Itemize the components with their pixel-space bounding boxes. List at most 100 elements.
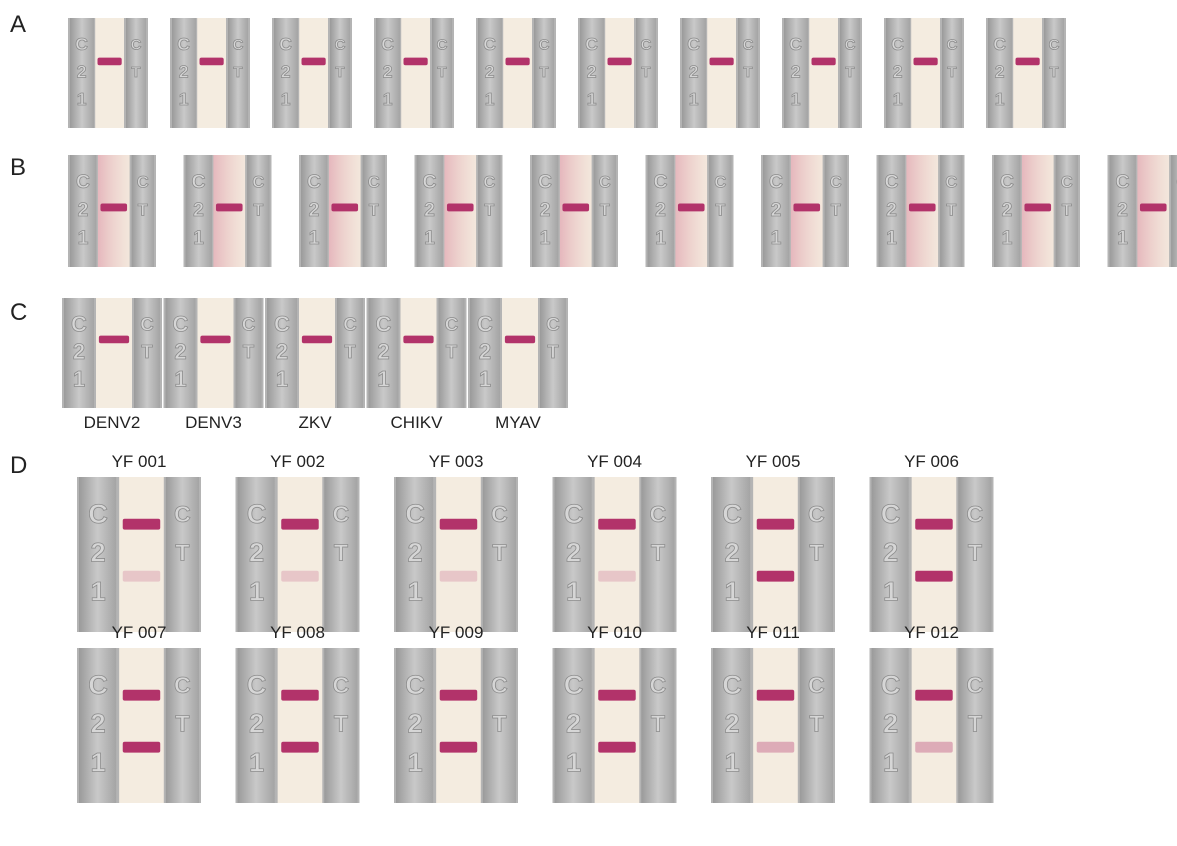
embossed-mark: 1: [77, 89, 87, 109]
right-rail: [709, 155, 732, 267]
right-rail: [324, 648, 358, 803]
embossed-mark: C: [845, 36, 856, 53]
right-rail: [478, 155, 501, 267]
embossed-mark: C: [76, 171, 90, 193]
embossed-mark: C: [247, 498, 267, 529]
left-rail: [396, 477, 434, 632]
membrane: [119, 477, 164, 632]
embossed-mark: C: [967, 501, 984, 527]
embossed-mark: 1: [407, 746, 422, 777]
band-line: [301, 335, 333, 344]
embossed-mark: C: [722, 669, 742, 700]
embossed-mark: 1: [78, 227, 89, 249]
embossed-mark: T: [334, 540, 348, 566]
embossed-mark: 2: [566, 708, 581, 739]
left-rail: [64, 298, 94, 408]
embossed-mark: C: [945, 173, 957, 191]
right-rail: [958, 477, 992, 632]
right-rail: [126, 18, 146, 128]
embossed-mark: C: [437, 36, 448, 53]
embossed-mark: C: [884, 171, 898, 193]
membrane: [197, 298, 234, 408]
embossed-mark: C: [368, 173, 380, 191]
left-rail: [763, 155, 790, 267]
embossed-mark: T: [831, 201, 841, 219]
embossed-mark: C: [137, 173, 149, 191]
embossed-mark: 2: [689, 62, 699, 82]
embossed-mark: 1: [174, 366, 186, 391]
embossed-mark: 2: [1117, 199, 1128, 221]
band-line: [199, 57, 224, 66]
embossed-mark: 2: [377, 339, 389, 364]
right-rail: [324, 477, 358, 632]
embossed-mark: 1: [689, 89, 699, 109]
embossed-mark: 2: [995, 62, 1005, 82]
right-rail: [636, 18, 656, 128]
band-line: [122, 518, 161, 530]
embossed-mark: C: [191, 171, 205, 193]
left-rail: [580, 18, 604, 128]
membrane: [502, 298, 538, 408]
embossed-mark: T: [138, 201, 148, 219]
embossed-mark: C: [714, 173, 726, 191]
embossed-mark: T: [369, 201, 379, 219]
embossed-mark: T: [947, 64, 956, 81]
embossed-mark: C: [653, 171, 667, 193]
embossed-mark: T: [131, 64, 140, 81]
embossed-mark: C: [881, 669, 901, 700]
embossed-mark: T: [492, 540, 506, 566]
right-rail: [593, 155, 616, 267]
embossed-mark: C: [722, 498, 742, 529]
right-rail: [799, 477, 833, 632]
left-rail: [554, 648, 592, 803]
embossed-mark: C: [650, 672, 667, 698]
embossed-mark: 1: [540, 227, 551, 249]
sample-label: YF 006: [904, 452, 959, 471]
embossed-mark: C: [274, 311, 290, 336]
embossed-mark: C: [445, 313, 459, 334]
embossed-mark: C: [491, 672, 508, 698]
band-line: [281, 518, 319, 530]
band-line: [281, 689, 319, 701]
band-line: [281, 741, 319, 753]
embossed-mark: T: [641, 64, 650, 81]
membrane: [594, 477, 640, 632]
band-line: [100, 203, 128, 212]
membrane: [594, 648, 640, 803]
band-line: [505, 57, 530, 66]
left-rail: [994, 155, 1021, 267]
embossed-mark: 2: [276, 339, 288, 364]
membrane: [299, 18, 328, 128]
left-rail: [172, 18, 196, 128]
embossed-mark: 1: [281, 89, 291, 109]
band-line: [281, 570, 319, 582]
left-rail: [368, 298, 399, 408]
band-line: [756, 570, 795, 582]
band-line: [446, 203, 474, 212]
embossed-mark: T: [809, 540, 823, 566]
embossed-mark: 1: [90, 575, 105, 606]
strip-label: MYAV: [495, 413, 541, 432]
sample-label: YF 010: [587, 623, 642, 642]
embossed-mark: C: [769, 171, 783, 193]
embossed-mark: C: [405, 498, 425, 529]
left-rail: [1109, 155, 1136, 267]
band-line: [677, 203, 705, 212]
embossed-mark: T: [243, 341, 255, 362]
embossed-mark: C: [483, 34, 496, 54]
embossed-mark: T: [1049, 64, 1058, 81]
embossed-mark: 2: [78, 199, 89, 221]
band-line: [709, 57, 734, 66]
band-line: [1139, 203, 1167, 212]
embossed-mark: C: [993, 34, 1006, 54]
